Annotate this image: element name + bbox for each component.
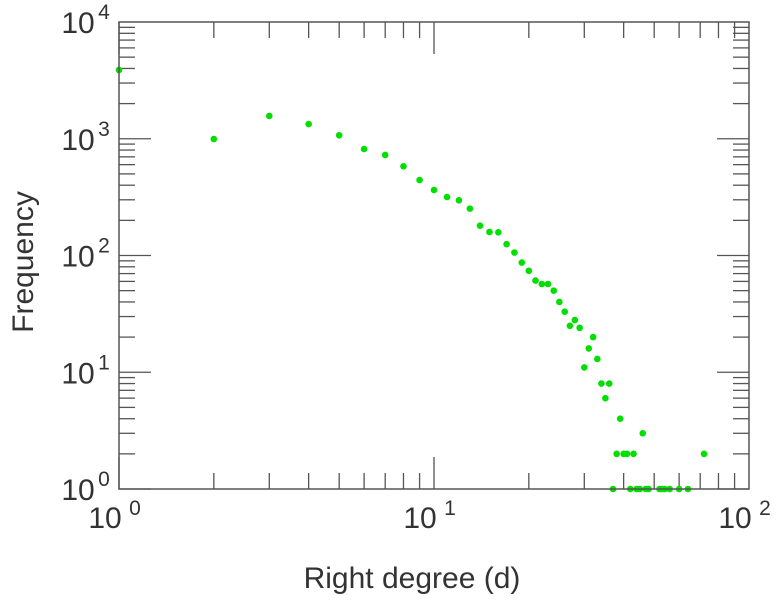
- data-point: [455, 197, 463, 204]
- data-point: [576, 324, 583, 332]
- y-axis-label: Frequency: [7, 191, 40, 333]
- data-point: [580, 364, 588, 371]
- data-point: [700, 450, 708, 458]
- data-point: [598, 380, 605, 387]
- data-point: [466, 205, 474, 212]
- data-point: [616, 415, 624, 423]
- data-point: [605, 380, 613, 387]
- data-point: [550, 287, 558, 294]
- data-point: [518, 259, 526, 266]
- data-point: [613, 450, 620, 458]
- x-tick-label: 10: [718, 502, 751, 535]
- data-point: [566, 322, 574, 330]
- y-tick-label: 10: [61, 474, 94, 507]
- tick-labels: 10 0 10 1 10 210 010 110 210 310 4: [61, 1, 771, 535]
- y-tick-label: 10: [61, 357, 94, 390]
- data-point: [503, 240, 510, 248]
- y-tick-label: 10: [61, 124, 94, 157]
- data-point: [381, 151, 389, 159]
- data-point: [585, 345, 593, 352]
- data-point: [561, 308, 569, 316]
- y-tick-exponent: 2: [98, 235, 110, 258]
- data-point: [594, 355, 601, 363]
- data-point: [443, 193, 451, 201]
- x-tick-exponent: 2: [759, 497, 771, 520]
- plot-frame: [118, 21, 750, 490]
- data-point: [532, 277, 539, 284]
- y-tick-exponent: 3: [98, 118, 110, 141]
- data-point: [486, 228, 493, 236]
- y-tick-label: 10: [61, 241, 94, 274]
- data-point: [210, 135, 218, 143]
- data-point: [494, 229, 502, 236]
- data-point: [525, 267, 533, 275]
- x-tick-exponent: 1: [444, 497, 456, 520]
- data-point: [360, 145, 368, 153]
- data-point: [335, 132, 343, 139]
- axis-ticks: [118, 22, 749, 490]
- y-tick-exponent: 1: [98, 351, 110, 374]
- x-tick-exponent: 0: [129, 497, 141, 520]
- data-point: [400, 162, 407, 170]
- y-tick-label: 10: [61, 7, 94, 40]
- y-tick-exponent: 4: [98, 1, 110, 24]
- data-point: [430, 186, 438, 194]
- data-point: [544, 280, 552, 288]
- data-point: [476, 222, 484, 229]
- data-point: [602, 394, 609, 402]
- x-tick-label: 10: [403, 502, 436, 535]
- x-tick-label: 10: [88, 502, 121, 535]
- data-point: [265, 112, 273, 120]
- data-point: [623, 450, 631, 458]
- data-point: [305, 120, 312, 128]
- data-point: [571, 316, 579, 324]
- data-point: [416, 176, 423, 184]
- data-point: [538, 280, 546, 288]
- data-points: [115, 66, 708, 493]
- data-point: [639, 429, 647, 437]
- data-point: [630, 450, 637, 458]
- x-axis-label: Right degree (d): [304, 562, 521, 595]
- y-tick-exponent: 0: [98, 468, 110, 491]
- data-point: [511, 249, 518, 256]
- data-point: [556, 298, 563, 306]
- data-point: [589, 333, 597, 341]
